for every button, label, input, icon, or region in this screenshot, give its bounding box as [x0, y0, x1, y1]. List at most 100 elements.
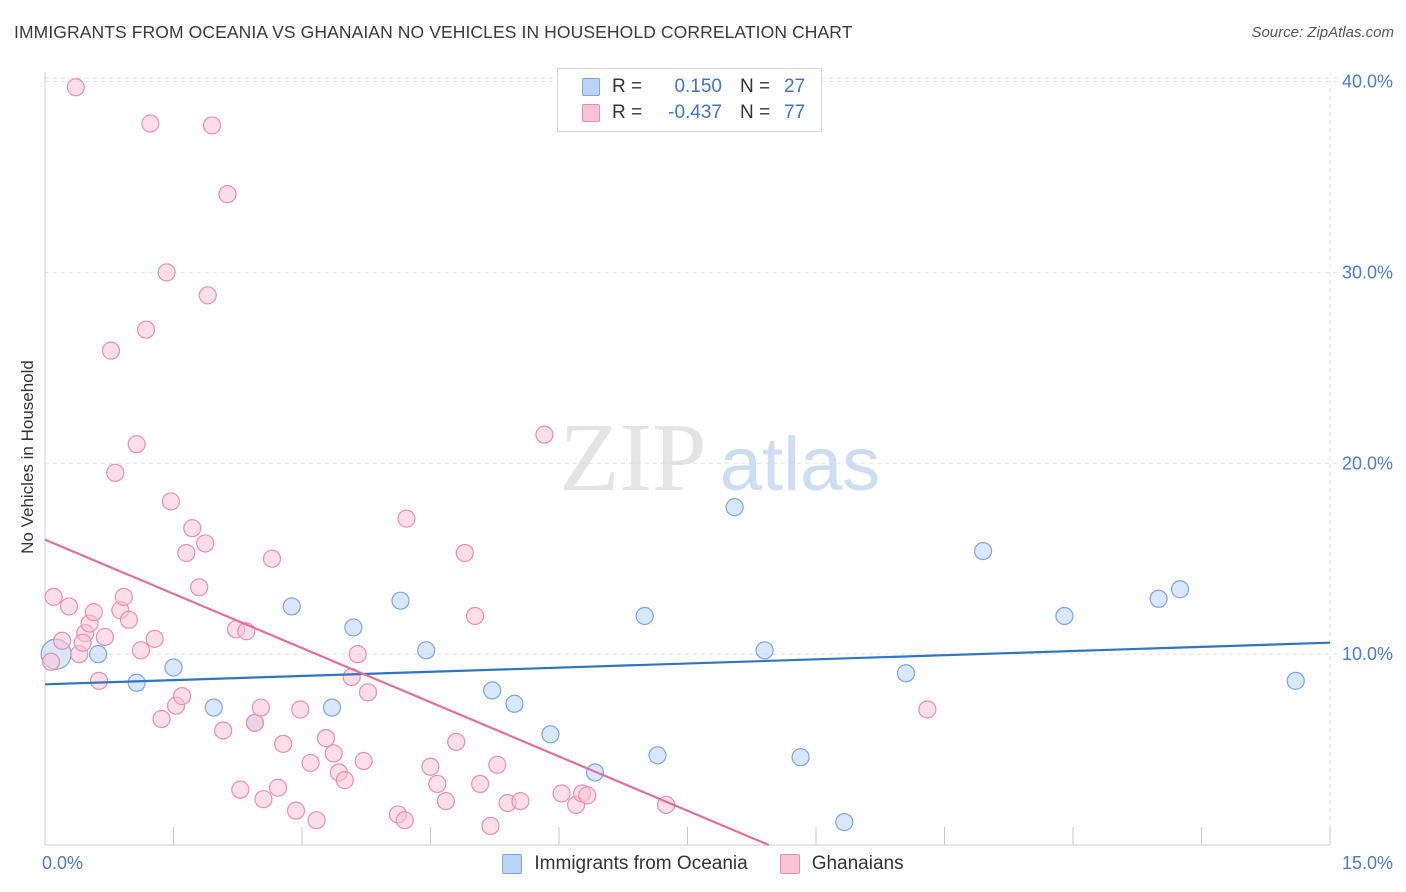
point-ghanaian: [262, 549, 282, 568]
point-oceania: [725, 498, 744, 517]
point-ghanaian: [918, 700, 937, 719]
point-oceania: [282, 597, 301, 616]
point-oceania: [791, 748, 810, 767]
point-ghanaian: [535, 425, 554, 444]
point-ghanaian: [190, 578, 209, 597]
point-ghanaian: [421, 757, 440, 776]
point-ghanaian: [254, 790, 273, 809]
point-ghanaian: [436, 792, 456, 811]
x-tick-label: 15.0%: [1342, 853, 1393, 873]
legend-row-ghanaians: R = -0.437 N = 77: [582, 100, 805, 126]
point-ghanaian: [161, 492, 181, 511]
point-oceania: [164, 658, 183, 677]
point-ghanaian: [274, 734, 293, 753]
point-oceania: [505, 694, 524, 713]
point-ghanaian: [218, 185, 237, 204]
point-ghanaian: [447, 732, 466, 752]
legend-n-label: N =: [740, 76, 771, 97]
point-ghanaian: [73, 633, 92, 652]
point-oceania: [541, 725, 560, 744]
point-oceania: [391, 591, 410, 610]
point-ghanaian: [245, 713, 264, 732]
point-ghanaian: [84, 603, 103, 622]
trend-lines: [44, 538, 1331, 847]
point-ghanaian: [354, 751, 373, 771]
legend-swatch-ghanaians: [779, 854, 800, 874]
point-oceania: [896, 664, 916, 683]
y-tick-label: 20.0%: [1342, 453, 1393, 473]
legend-item-ghanaians[interactable]: Ghanaians: [779, 853, 904, 875]
point-oceania: [635, 606, 654, 626]
point-ghanaian: [66, 78, 85, 97]
point-ghanaian: [106, 463, 125, 482]
point-ghanaian: [471, 774, 490, 794]
x-tick-label: 0.0%: [42, 853, 83, 873]
point-ghanaian: [101, 341, 121, 360]
point-oceania: [1055, 606, 1074, 626]
legend-r-label: R =: [612, 102, 643, 123]
point-ghanaian: [141, 114, 160, 133]
point-oceania: [835, 812, 854, 832]
point-oceania: [204, 698, 223, 717]
point-ghanaian: [397, 509, 416, 528]
point-oceania: [322, 698, 342, 717]
point-ghanaian: [44, 587, 63, 606]
data-points: [40, 78, 1305, 836]
point-oceania: [483, 681, 502, 700]
point-ghanaian: [131, 641, 151, 660]
point-oceania: [755, 641, 774, 660]
point-oceania: [1286, 671, 1305, 690]
point-ghanaian: [301, 753, 320, 773]
point-oceania: [1170, 580, 1190, 599]
legend-n-value: 77: [784, 102, 806, 123]
point-ghanaian: [428, 774, 447, 794]
point-ghanaian: [202, 116, 222, 135]
point-ghanaian: [145, 629, 164, 648]
point-oceania: [127, 673, 146, 692]
point-ghanaian: [198, 286, 217, 305]
point-oceania: [89, 645, 108, 664]
point-oceania: [417, 641, 436, 660]
point-ghanaian: [578, 786, 597, 805]
series-legend: Immigrants from Oceania Ghanaians: [0, 853, 1406, 875]
point-ghanaian: [41, 652, 61, 671]
point-ghanaian: [214, 721, 233, 740]
point-ghanaian: [95, 627, 115, 647]
point-ghanaian: [395, 811, 414, 830]
legend-swatch-ghanaians: [582, 104, 600, 122]
point-ghanaian: [53, 631, 72, 650]
point-ghanaian: [552, 784, 571, 803]
axes: [44, 72, 1331, 846]
legend-n-label: N =: [740, 102, 771, 123]
chart-title: IMMIGRANTS FROM OCEANIA VS GHANAIAN NO V…: [14, 22, 853, 42]
y-tick-label: 30.0%: [1342, 262, 1393, 282]
legend-label-ghanaians: Ghanaians: [811, 853, 904, 874]
point-ghanaian: [177, 543, 196, 563]
point-ghanaian: [183, 519, 202, 538]
legend-r-value: -0.437: [668, 102, 722, 123]
point-oceania: [973, 541, 993, 561]
trend-line-oceania: [44, 641, 1331, 686]
point-ghanaian: [335, 771, 354, 790]
point-ghanaian: [89, 671, 109, 690]
watermark-atlas: atlas: [720, 422, 881, 507]
tick-labels: 10.0% 20.0% 30.0% 40.0% 0.0% 15.0%: [42, 72, 1393, 873]
point-ghanaian: [268, 778, 288, 797]
point-ghanaian: [196, 534, 215, 553]
legend-item-oceania[interactable]: Immigrants from Oceania: [502, 853, 748, 875]
watermark-zip: ZIP: [560, 404, 707, 512]
y-tick-label: 40.0%: [1342, 72, 1393, 92]
point-ghanaian: [231, 780, 250, 799]
point-ghanaian: [291, 700, 310, 719]
legend-row-oceania: R = 0.150 N = 27: [582, 74, 805, 100]
point-oceania: [344, 618, 363, 637]
legend-n-value: 27: [784, 76, 806, 97]
point-ghanaian: [481, 816, 500, 836]
watermark: ZIP atlas: [560, 404, 881, 512]
legend-r-label: R =: [612, 76, 643, 97]
point-ghanaian: [136, 320, 156, 339]
grid-lines: [45, 77, 1338, 655]
point-ghanaian: [172, 687, 192, 706]
legend-swatch-oceania: [582, 78, 600, 96]
